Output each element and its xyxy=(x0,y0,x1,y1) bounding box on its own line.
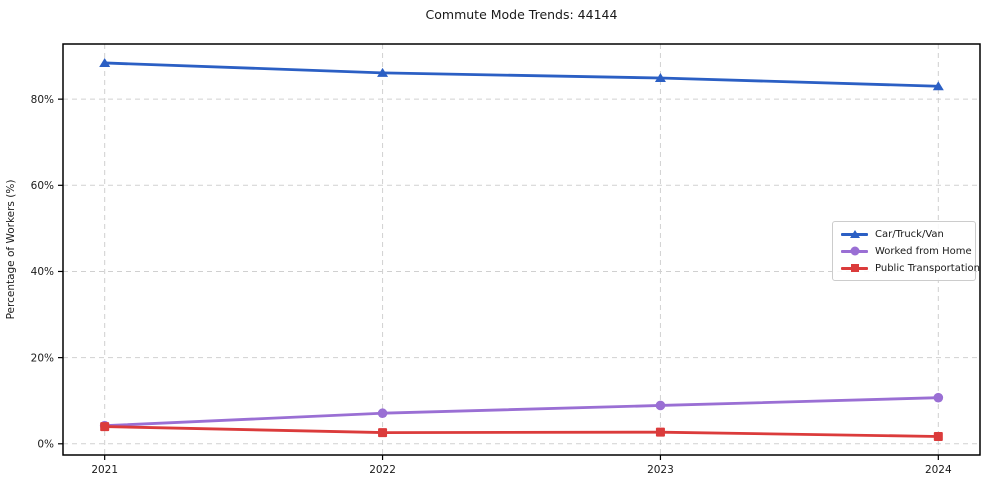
legend-entry-car-truck-van: Car/Truck/Van xyxy=(841,227,968,241)
legend-marker-shape xyxy=(850,246,859,256)
triangle-marker-icon xyxy=(654,73,666,83)
square-marker-icon xyxy=(933,431,943,441)
x-tick-label: 2024 xyxy=(925,464,952,476)
square-marker-icon xyxy=(655,427,665,437)
circle-marker-icon xyxy=(933,392,944,403)
y-tick-label: 80% xyxy=(31,94,54,106)
legend: Car/Truck/Van Worked from Home Public Tran… xyxy=(832,221,980,281)
triangle-marker-icon xyxy=(99,57,111,67)
legend-entry-worked-from-home: Worked from Home xyxy=(841,244,972,258)
triangle-marker-icon xyxy=(841,229,868,239)
legend-label: Worked from Home xyxy=(875,245,972,257)
legend-entry-public-transportation: Public Transportation xyxy=(841,261,980,275)
square-marker-icon xyxy=(378,428,388,438)
series-line xyxy=(103,61,940,88)
circle-marker-icon xyxy=(655,400,666,411)
y-tick-label: 40% xyxy=(31,266,54,278)
square-marker-icon xyxy=(100,422,110,432)
legend-marker-shape xyxy=(850,264,859,272)
series-line xyxy=(103,396,940,428)
series-car-truck-van xyxy=(99,57,944,91)
series-public-transportation xyxy=(100,422,943,441)
legend-marker-shape xyxy=(849,230,860,238)
y-tick-label: 20% xyxy=(31,352,54,364)
y-tick-label: 0% xyxy=(37,438,54,450)
tick-labels: 0% 20% 40% 60% 80% 2021 2022 2023 2024 xyxy=(31,94,952,476)
chart-title: Commute Mode Trends: 44144 xyxy=(425,7,618,22)
x-tick-label: 2021 xyxy=(91,464,118,476)
legend-label: Car/Truck/Van xyxy=(875,228,944,240)
legend-label: Public Transportation xyxy=(875,262,980,274)
triangle-marker-icon xyxy=(932,81,944,91)
x-tick-label: 2022 xyxy=(369,464,396,476)
triangle-marker-icon xyxy=(377,67,389,77)
y-axis-label: Percentage of Workers (%) xyxy=(5,180,17,320)
tick-marks xyxy=(58,98,939,460)
axes-spines xyxy=(62,43,981,456)
circle-marker-icon xyxy=(841,246,868,256)
series-worked-from-home xyxy=(99,392,944,431)
square-marker-icon xyxy=(841,263,868,273)
series-line xyxy=(103,425,940,438)
circle-marker-icon xyxy=(377,408,388,419)
y-tick-label: 60% xyxy=(31,180,54,192)
gridlines xyxy=(63,44,980,455)
x-tick-label: 2023 xyxy=(647,464,674,476)
